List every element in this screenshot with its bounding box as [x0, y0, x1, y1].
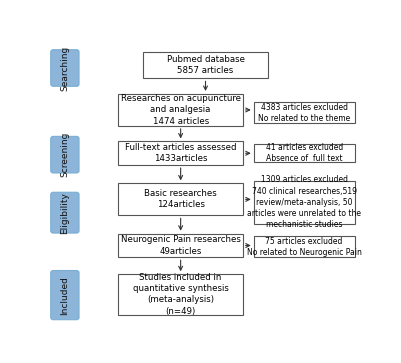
Text: Pubmed database
5857 articles: Pubmed database 5857 articles: [166, 55, 245, 75]
Text: Included: Included: [61, 276, 69, 315]
Text: Studies included in
quantitative synthesis
(meta-analysis)
(n=49): Studies included in quantitative synthes…: [133, 273, 229, 315]
Text: Neurogenic Pain researches
49articles: Neurogenic Pain researches 49articles: [121, 236, 241, 256]
Text: Searching: Searching: [61, 45, 69, 91]
Bar: [254, 144, 355, 162]
Text: 41 articles excluded
Absence of  full text: 41 articles excluded Absence of full tex…: [265, 143, 343, 163]
Text: Full-text articles assessed
1433articles: Full-text articles assessed 1433articles: [125, 143, 237, 163]
Bar: [119, 183, 243, 216]
FancyBboxPatch shape: [51, 136, 79, 173]
Bar: [144, 52, 268, 78]
Text: 75 articles excluded
No related to Neurogenic Pain: 75 articles excluded No related to Neuro…: [247, 237, 362, 257]
Bar: [119, 234, 243, 257]
Text: Researches on acupuncture
and analgesia
1474 articles: Researches on acupuncture and analgesia …: [121, 94, 241, 126]
Text: 4383 articles excluded
No related to the theme: 4383 articles excluded No related to the…: [258, 103, 350, 123]
Bar: [119, 94, 243, 126]
Bar: [119, 274, 243, 315]
Text: 1309 articles excluded
740 clinical researches,519
review/meta-analysis, 50
arti: 1309 articles excluded 740 clinical rese…: [247, 175, 361, 229]
FancyBboxPatch shape: [51, 50, 79, 86]
FancyBboxPatch shape: [51, 270, 79, 320]
Text: Basic researches
124articles: Basic researches 124articles: [144, 189, 217, 209]
Bar: [254, 180, 355, 224]
Text: Screening: Screening: [61, 132, 69, 178]
Bar: [254, 102, 355, 123]
FancyBboxPatch shape: [51, 192, 79, 233]
Bar: [254, 236, 355, 257]
Text: Eligibility: Eligibility: [61, 192, 69, 234]
Bar: [119, 142, 243, 165]
